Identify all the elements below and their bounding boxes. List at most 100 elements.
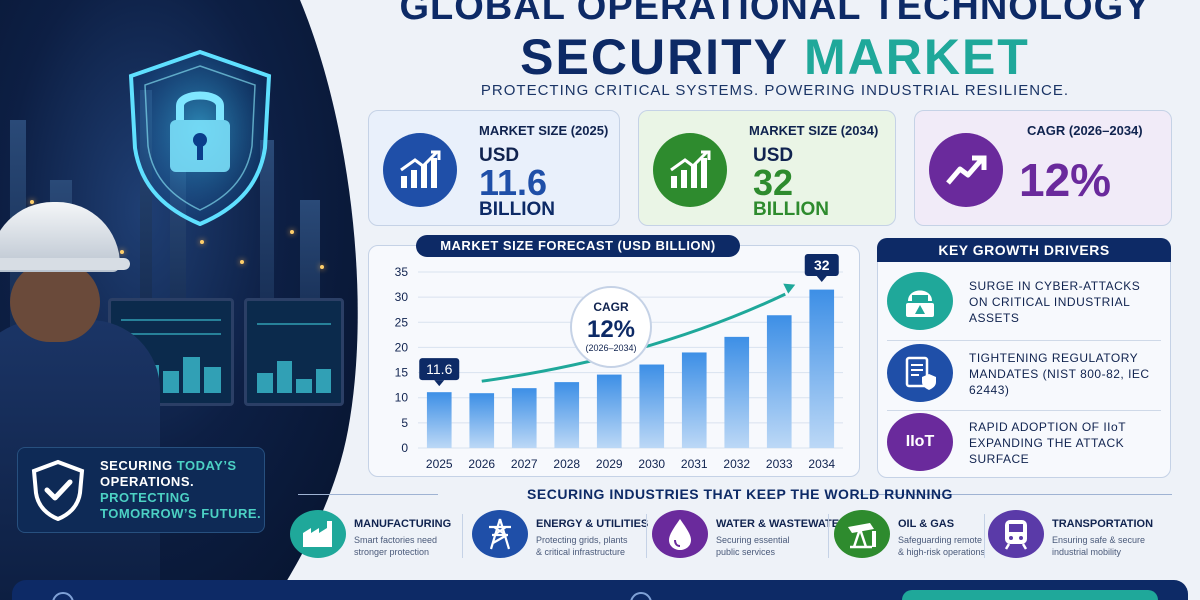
title-word: SECURITY bbox=[520, 29, 789, 85]
x-tick-label: 2033 bbox=[766, 457, 793, 471]
factory-icon bbox=[290, 510, 346, 558]
callout-end-box bbox=[804, 254, 839, 276]
stat-label: CAGR (2026–2034) bbox=[1027, 123, 1143, 138]
y-tick-label: 15 bbox=[395, 366, 409, 380]
x-tick-label: 2030 bbox=[638, 457, 665, 471]
bar-2030 bbox=[639, 364, 665, 448]
bar-2028 bbox=[554, 382, 580, 448]
stat-unit: BILLION bbox=[479, 199, 555, 220]
document-shield-icon bbox=[887, 344, 953, 402]
x-tick-label: 2031 bbox=[681, 457, 708, 471]
bar-2026 bbox=[469, 393, 495, 448]
bar-2027 bbox=[511, 388, 537, 448]
industry-name: TRANSPORTATION bbox=[1052, 518, 1154, 530]
y-tick-label: 10 bbox=[395, 391, 409, 405]
callout-start-box bbox=[419, 358, 460, 381]
stat-value: 11.6 bbox=[479, 162, 548, 203]
y-tick-label: 5 bbox=[401, 416, 408, 430]
y-tick-label: 25 bbox=[395, 315, 409, 329]
cagr-bubble bbox=[570, 286, 652, 368]
cagr-period: (2026–2034) bbox=[585, 343, 636, 353]
footer-accent bbox=[902, 590, 1158, 600]
callout-start-pointer bbox=[434, 380, 445, 387]
hero-line: SECURING bbox=[100, 458, 173, 473]
stat-label: MARKET SIZE (2025) bbox=[479, 123, 609, 138]
industry-desc: Ensuring safe & secure bbox=[1052, 535, 1146, 545]
bar-2033 bbox=[766, 315, 792, 448]
x-tick-label: 2027 bbox=[511, 457, 538, 471]
stat-card-cagr: CAGR (2026–2034) 12% bbox=[914, 110, 1172, 226]
hero-line: TOMORROW’S FUTURE. bbox=[100, 506, 262, 521]
worker-face bbox=[10, 262, 100, 342]
footer-bar bbox=[12, 580, 1188, 600]
x-tick-label: 2025 bbox=[426, 457, 453, 471]
tagline: PROTECTING CRITICAL SYSTEMS. POWERING IN… bbox=[480, 82, 1070, 99]
bar-growth-icon bbox=[383, 133, 457, 207]
industry-desc: stronger protection bbox=[354, 547, 430, 557]
industry-name: MANUFACTURING bbox=[354, 518, 452, 530]
trend-up-icon bbox=[929, 133, 1003, 207]
bar-2034 bbox=[809, 289, 835, 448]
x-tick-label: 2029 bbox=[596, 457, 623, 471]
x-tick-label: 2026 bbox=[468, 457, 495, 471]
page-title-line2: SECURITY MARKET bbox=[360, 28, 1190, 86]
industry-item-transportation: TRANSPORTATION Ensuring safe & secure ind… bbox=[988, 510, 1178, 564]
security-shield-lock-icon bbox=[125, 48, 275, 226]
industry-item-energy: ENERGY & UTILITIES Protecting grids, pla… bbox=[472, 510, 648, 564]
y-tick-label: 20 bbox=[395, 340, 409, 354]
bar-growth-icon bbox=[653, 133, 727, 207]
industry-desc: industrial mobility bbox=[1052, 547, 1122, 557]
x-tick-label: 2032 bbox=[723, 457, 750, 471]
water-drop-icon bbox=[652, 510, 708, 558]
industries-title: SECURING INDUSTRIES THAT KEEP THE WORLD … bbox=[527, 486, 953, 502]
industry-desc: Protecting grids, plants bbox=[536, 535, 628, 545]
bar-2031 bbox=[681, 352, 707, 448]
industry-item-water: WATER & WASTEWATER Securing essential pub… bbox=[652, 510, 847, 564]
bar-2029 bbox=[596, 374, 622, 448]
y-tick-label: 35 bbox=[395, 265, 409, 279]
driver-item: SURGE IN CYBER-ATTACKS ON CRITICAL INDUS… bbox=[887, 272, 1163, 336]
bar-2025 bbox=[426, 392, 452, 448]
iiot-icon: IIoT bbox=[887, 413, 953, 471]
industry-desc: public services bbox=[716, 547, 776, 557]
x-tick-label: 2028 bbox=[553, 457, 580, 471]
driver-text: RAPID ADOPTION OF IIoT EXPANDING THE ATT… bbox=[969, 420, 1126, 466]
control-monitor bbox=[244, 298, 344, 406]
refinery-tower bbox=[260, 140, 274, 350]
callout-end-value: 32 bbox=[814, 257, 830, 273]
hero-line: PROTECTING bbox=[100, 490, 191, 505]
hacker-icon bbox=[887, 272, 953, 330]
bar-2032 bbox=[724, 336, 750, 448]
callout-end-pointer bbox=[816, 276, 827, 282]
industry-name: ENERGY & UTILITIES bbox=[536, 518, 649, 530]
stat-value: 32 bbox=[753, 162, 794, 203]
industry-item-oil-gas: OIL & GAS Safeguarding remote & high-risk… bbox=[834, 510, 986, 564]
industrial-scene bbox=[0, 0, 360, 600]
x-tick-label: 2034 bbox=[808, 457, 835, 471]
chart-title: MARKET SIZE FORECAST (USD BILLION) bbox=[416, 235, 740, 257]
industry-name: WATER & WASTEWATER bbox=[716, 518, 847, 530]
hero-line: TODAY’S bbox=[176, 458, 237, 473]
stat-label: MARKET SIZE (2034) bbox=[749, 123, 879, 138]
title-word: MARKET bbox=[803, 29, 1030, 85]
driver-text: SURGE IN CYBER-ATTACKS ON CRITICAL INDUS… bbox=[969, 279, 1141, 325]
oil-pump-icon bbox=[834, 510, 890, 558]
power-tower-icon bbox=[472, 510, 528, 558]
hero-message: SECURING TODAY’S OPERATIONS. PROTECTING … bbox=[17, 447, 265, 533]
stat-currency: USD bbox=[753, 145, 794, 166]
shield-check-icon bbox=[31, 459, 85, 521]
callout-start-value: 11.6 bbox=[426, 361, 452, 377]
driver-item: TIGHTENING REGULATORY MANDATES (NIST 800… bbox=[887, 344, 1163, 408]
page-title-line1: GLOBAL OPERATIONAL TECHNOLOGY bbox=[399, 0, 1151, 28]
key-drivers-title: KEY GROWTH DRIVERS bbox=[877, 238, 1171, 262]
y-tick-label: 0 bbox=[401, 441, 408, 455]
footer-icon bbox=[630, 592, 652, 600]
industry-desc: & high-risk operations bbox=[898, 547, 986, 557]
cagr-value: 12% bbox=[587, 316, 635, 343]
industry-desc: Securing essential bbox=[716, 535, 790, 545]
industry-item-manufacturing: MANUFACTURING Smart factories need strong… bbox=[290, 510, 464, 564]
stat-unit: BILLION bbox=[753, 199, 829, 220]
stat-card-market-2025: MARKET SIZE (2025) USD 11.6 BILLION bbox=[368, 110, 620, 226]
industry-desc: Safeguarding remote bbox=[898, 535, 983, 545]
